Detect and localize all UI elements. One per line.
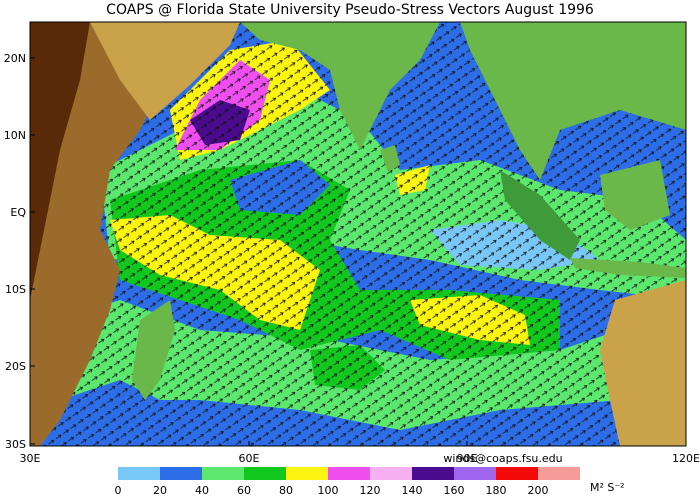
land	[132, 300, 175, 400]
land	[380, 145, 400, 172]
land	[30, 22, 90, 300]
lon-label: 30E	[20, 452, 41, 465]
colorbar-segment	[202, 467, 244, 480]
colorbar-label: 20	[153, 484, 167, 497]
colorbar-label: 180	[486, 484, 507, 497]
lat-label: 20S	[5, 360, 26, 373]
land	[570, 258, 686, 278]
lon-label: 60E	[239, 452, 260, 465]
colorbar-segment	[244, 467, 286, 480]
lat-label: 10N	[4, 129, 26, 142]
colorbar-segment	[496, 467, 538, 480]
land	[90, 22, 240, 120]
land	[500, 170, 580, 260]
colorbar-segment	[286, 467, 328, 480]
land	[460, 22, 686, 180]
land	[600, 160, 670, 230]
colorbar-label: 0	[115, 484, 122, 497]
colorbar-segment	[118, 467, 160, 480]
colorbar-label: 120	[360, 484, 381, 497]
lon-label: 90E	[457, 452, 478, 465]
colorbar-segment	[370, 467, 412, 480]
lat-label: 20N	[4, 52, 26, 65]
colorbar-label: 140	[402, 484, 423, 497]
map-frame	[29, 21, 687, 447]
colorbar-label: 200	[528, 484, 549, 497]
colorbar-segment	[328, 467, 370, 480]
land	[240, 22, 440, 150]
colorbar-label: 40	[195, 484, 209, 497]
colorbar-segment	[454, 467, 496, 480]
lat-label: 30S	[5, 438, 26, 451]
map	[30, 22, 686, 446]
colorbar-label: 100	[318, 484, 339, 497]
colorbar-label: 80	[279, 484, 293, 497]
land	[600, 280, 686, 446]
colorbar-segment	[160, 467, 202, 480]
map-labels: 30E 60E 90E 120E 20N 10N EQ 10S 20S 30S	[4, 52, 700, 465]
lat-label: 10S	[5, 283, 26, 296]
units: M² S⁻²	[590, 481, 625, 494]
credit: winds@coaps.fsu.edu	[443, 452, 562, 465]
title: COAPS @ Florida State University Pseudo-…	[106, 2, 594, 18]
colorbar-label: 160	[444, 484, 465, 497]
lon-label: 120E	[672, 452, 700, 465]
colorbar: 0 20 40 60 80 100 120 140 160 180 200	[115, 467, 580, 497]
lat-label: EQ	[10, 206, 26, 219]
colorbar-label: 60	[237, 484, 251, 497]
colorbar-segment	[412, 467, 454, 480]
colorbar-segment	[538, 467, 580, 480]
